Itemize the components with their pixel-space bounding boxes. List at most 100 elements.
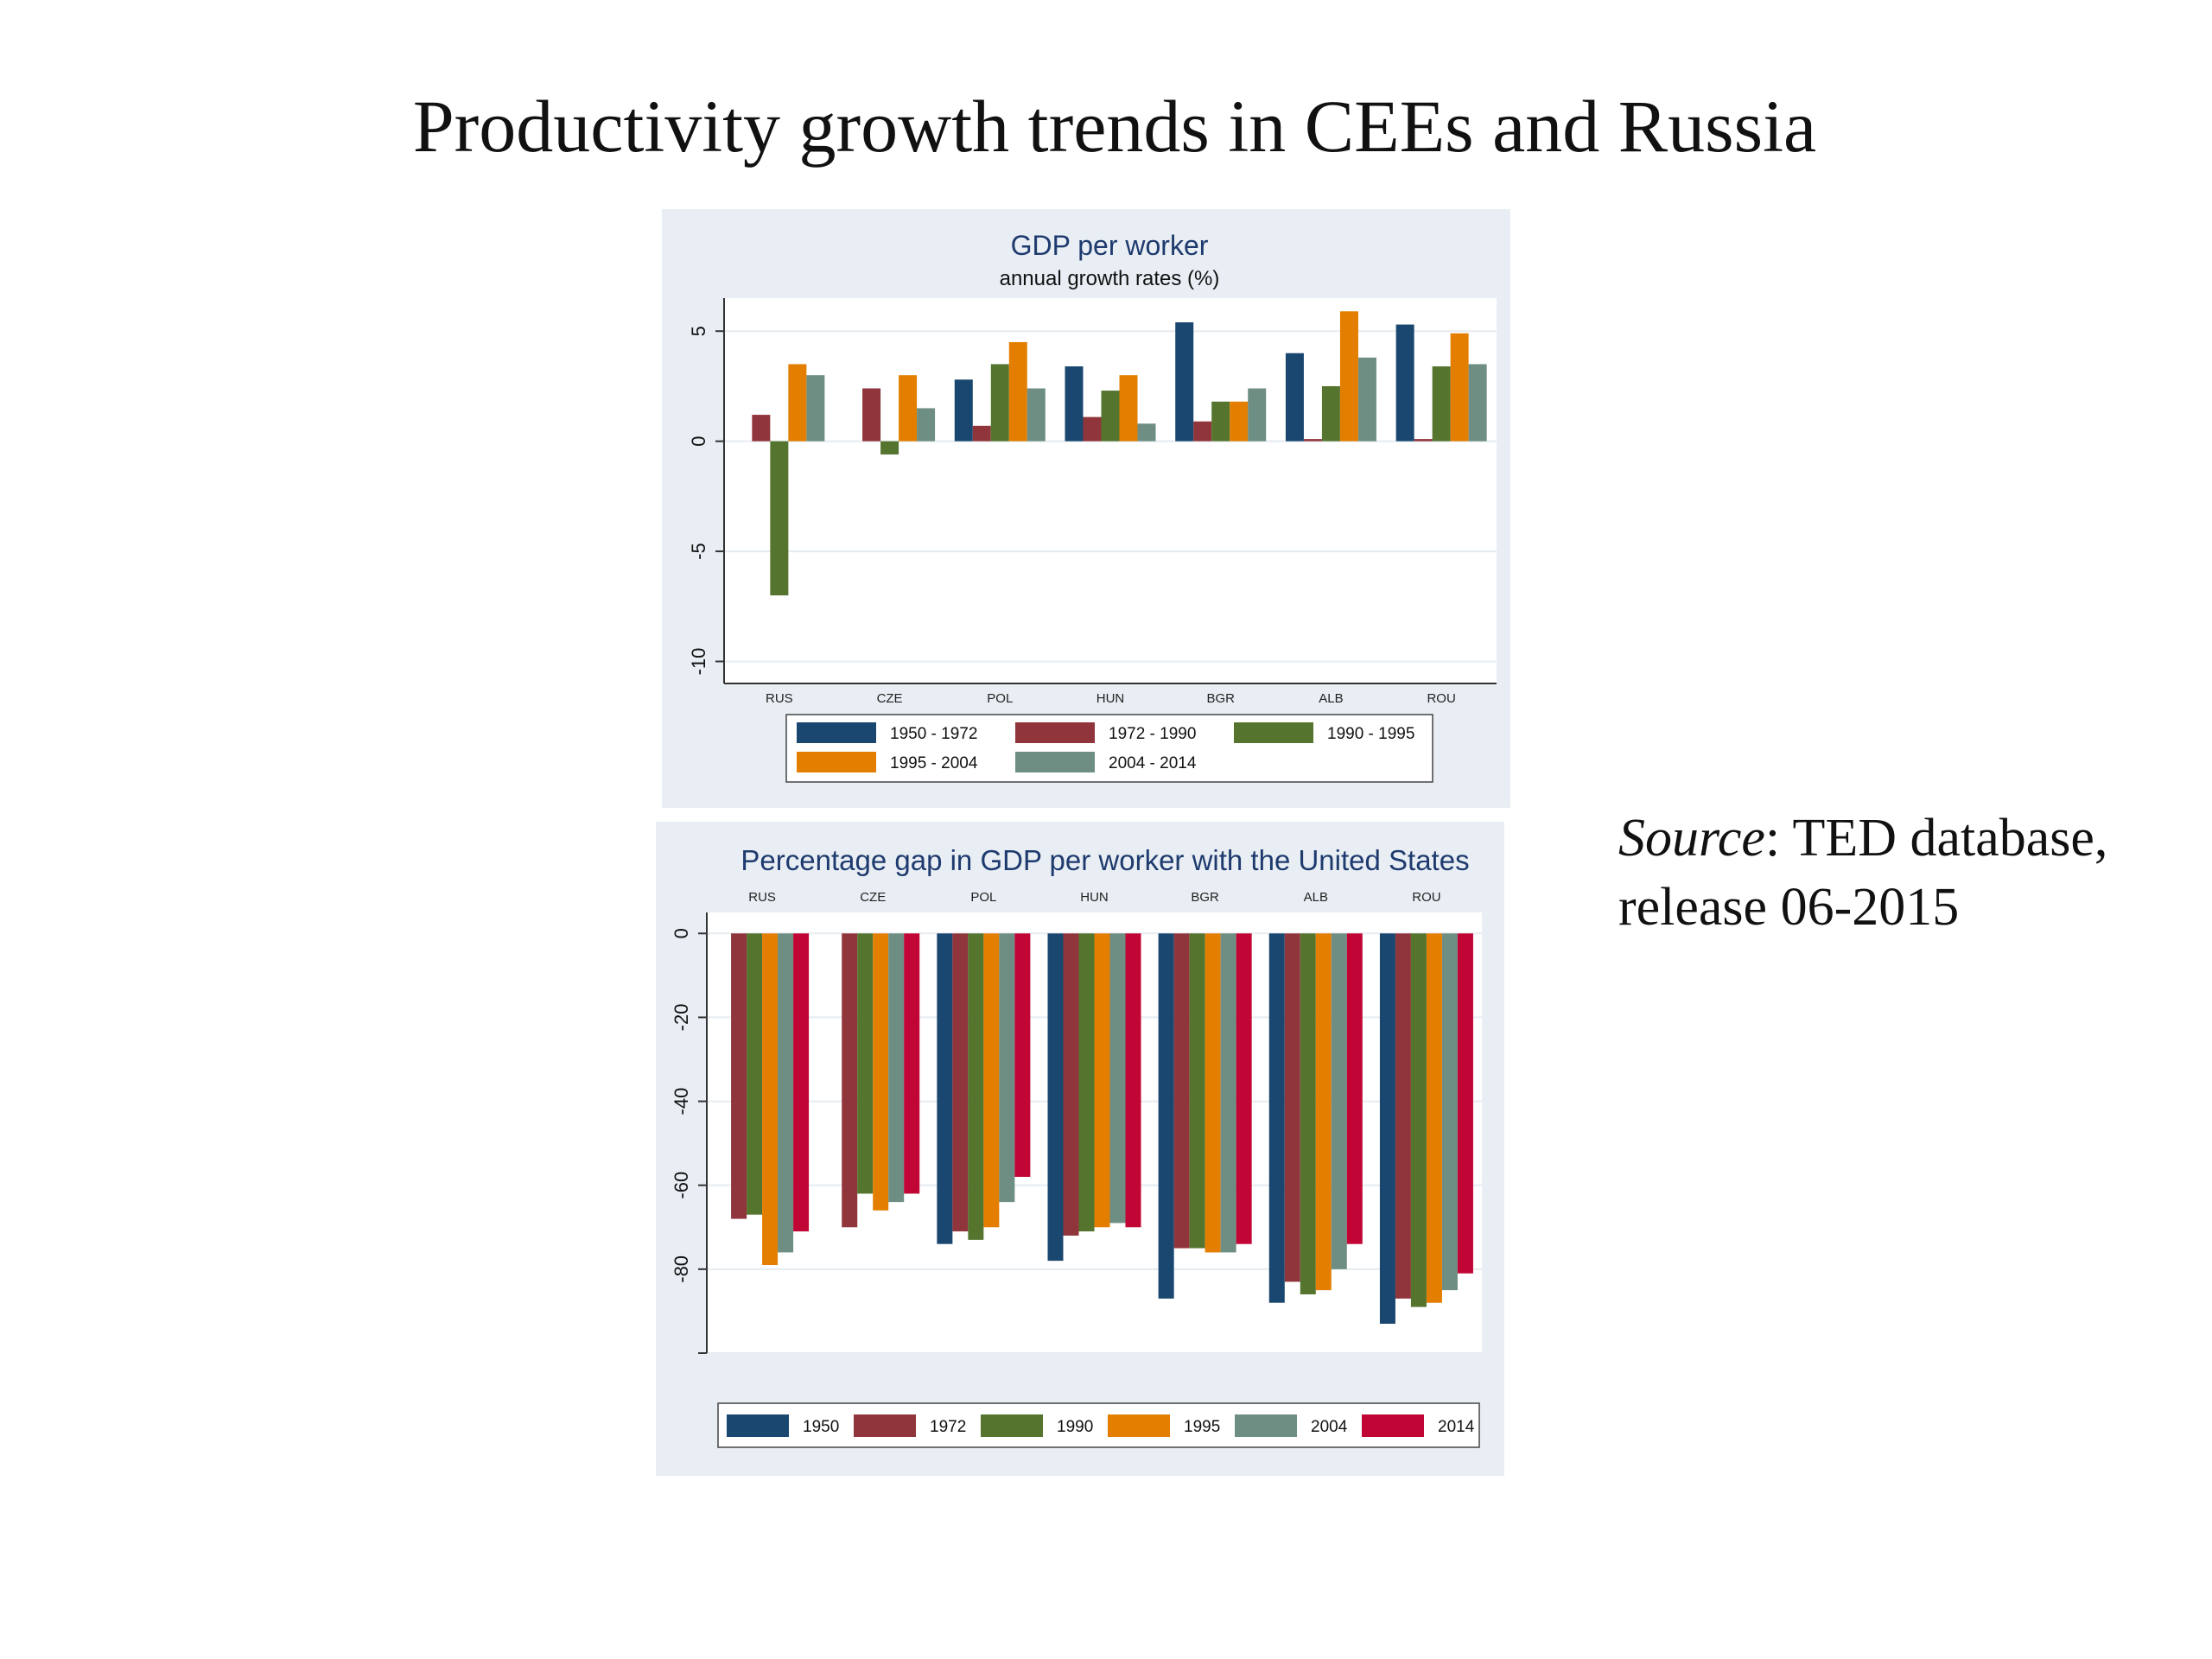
bar-rou-4 (1468, 364, 1487, 442)
bar-hun-4 (1109, 933, 1126, 1224)
bar-pol-3 (1008, 341, 1027, 442)
bar-cze-1 (842, 933, 858, 1228)
bar-rou-1 (1414, 439, 1433, 442)
category-label: RUS (766, 691, 793, 706)
bar-rus-3 (788, 364, 807, 442)
bar-rou-4 (1441, 933, 1458, 1291)
legend-swatch (1362, 1414, 1424, 1437)
y-tick-label: 5 (688, 326, 709, 336)
bar-hun-2 (1078, 933, 1095, 1232)
legend-label: 1972 (930, 1418, 966, 1436)
bar-pol-4 (999, 933, 1015, 1203)
bar-hun-1 (1063, 933, 1079, 1236)
bar-pol-4 (1027, 388, 1046, 442)
bar-rou-0 (1379, 933, 1395, 1324)
bar-rus-4 (806, 375, 825, 442)
legend-swatch (981, 1414, 1043, 1437)
bar-rou-3 (1426, 933, 1442, 1303)
category-label: ALB (1319, 691, 1343, 706)
legend-swatch (1015, 752, 1095, 772)
bar-rou-5 (1457, 933, 1473, 1274)
bar-alb-0 (1285, 353, 1304, 442)
legend-label: 1990 (1057, 1418, 1093, 1436)
legend-box (785, 714, 1433, 783)
bar-bgr-1 (1173, 933, 1190, 1249)
plot-area (724, 298, 1497, 683)
bar-pol-2 (990, 364, 1009, 442)
legend-box (717, 1402, 1480, 1448)
bar-alb-1 (1284, 933, 1300, 1282)
growth-chart-panel: GDP per worker annual growth rates (%) 5 0 -… (662, 209, 1510, 808)
bar-bgr-2 (1211, 401, 1230, 442)
legend-label: 1950 (803, 1418, 839, 1436)
bar-rou-1 (1395, 933, 1411, 1299)
bar-cze-3 (899, 375, 918, 442)
legend-label: 2004 (1311, 1418, 1348, 1436)
bar-cze-2 (857, 933, 874, 1194)
bar-rus-2 (770, 441, 789, 596)
legend-swatch (797, 722, 876, 743)
bar-bgr-3 (1230, 401, 1249, 442)
bar-hun-4 (1137, 423, 1156, 442)
bar-hun-5 (1125, 933, 1141, 1228)
bar-bgr-0 (1158, 933, 1174, 1299)
bar-pol-1 (972, 425, 991, 442)
category-label: HUN (1096, 691, 1125, 706)
legend-swatch (1234, 722, 1313, 743)
bar-cze-2 (880, 441, 899, 454)
y-tick-label: -60 (671, 1172, 692, 1199)
bar-bgr-1 (1193, 421, 1212, 442)
legend-label: 1995 - 2004 (890, 754, 978, 772)
chart-subtitle: annual growth rates (%) (1000, 267, 1220, 290)
legend-label: 1995 (1184, 1418, 1220, 1436)
legend-label: 1950 - 1972 (890, 725, 977, 743)
bar-bgr-5 (1236, 933, 1252, 1244)
category-label: RUS (748, 890, 776, 905)
category-label: ALB (1304, 890, 1328, 905)
gap-chart-panel: Percentage gap in GDP per worker with th… (656, 822, 1504, 1476)
bar-pol-1 (952, 933, 969, 1232)
bar-hun-3 (1094, 933, 1110, 1228)
bar-rou-0 (1395, 324, 1414, 442)
y-tick-label: 0 (688, 436, 709, 447)
bar-cze-4 (917, 408, 936, 442)
bar-rus-3 (762, 933, 779, 1265)
bar-rus-1 (752, 415, 771, 442)
category-label: POL (970, 890, 996, 905)
legend-swatch (1108, 1414, 1170, 1437)
bar-alb-3 (1339, 311, 1358, 442)
chart-title: Percentage gap in GDP per worker with th… (741, 844, 1469, 876)
bar-alb-0 (1268, 933, 1285, 1303)
bar-bgr-4 (1220, 933, 1236, 1253)
bar-rus-1 (731, 933, 747, 1219)
bar-rou-3 (1450, 333, 1469, 442)
bar-cze-1 (862, 388, 881, 442)
bar-pol-3 (983, 933, 1000, 1228)
category-label: BGR (1206, 691, 1235, 706)
bar-rus-4 (778, 933, 794, 1253)
bar-rus-2 (747, 933, 763, 1215)
category-label: ROU (1412, 890, 1440, 905)
chart-title: GDP per worker (1011, 230, 1209, 261)
y-tick-label: -20 (671, 1004, 692, 1032)
legend-swatch (854, 1414, 916, 1437)
bar-bgr-3 (1205, 933, 1221, 1253)
bar-cze-5 (904, 933, 920, 1194)
bar-alb-3 (1315, 933, 1332, 1291)
bar-rou-2 (1410, 933, 1427, 1307)
legend-swatch (1235, 1414, 1297, 1437)
bar-bgr-2 (1189, 933, 1205, 1249)
bar-pol-0 (954, 379, 973, 442)
bar-hun-1 (1083, 416, 1102, 442)
bar-bgr-4 (1248, 388, 1267, 442)
slide-title: Productivity growth trends in CEEs and R… (412, 85, 1817, 168)
bar-alb-5 (1346, 933, 1363, 1244)
gap-bar-chart: Percentage gap in GDP per worker with th… (671, 844, 1482, 1448)
bar-hun-3 (1119, 375, 1138, 442)
y-tick-label: -40 (671, 1088, 692, 1116)
bar-rou-2 (1432, 366, 1451, 442)
y-tick-label: -10 (688, 648, 709, 676)
category-label: BGR (1191, 890, 1219, 905)
category-label: ROU (1427, 691, 1455, 706)
y-tick-label: 0 (671, 928, 692, 938)
